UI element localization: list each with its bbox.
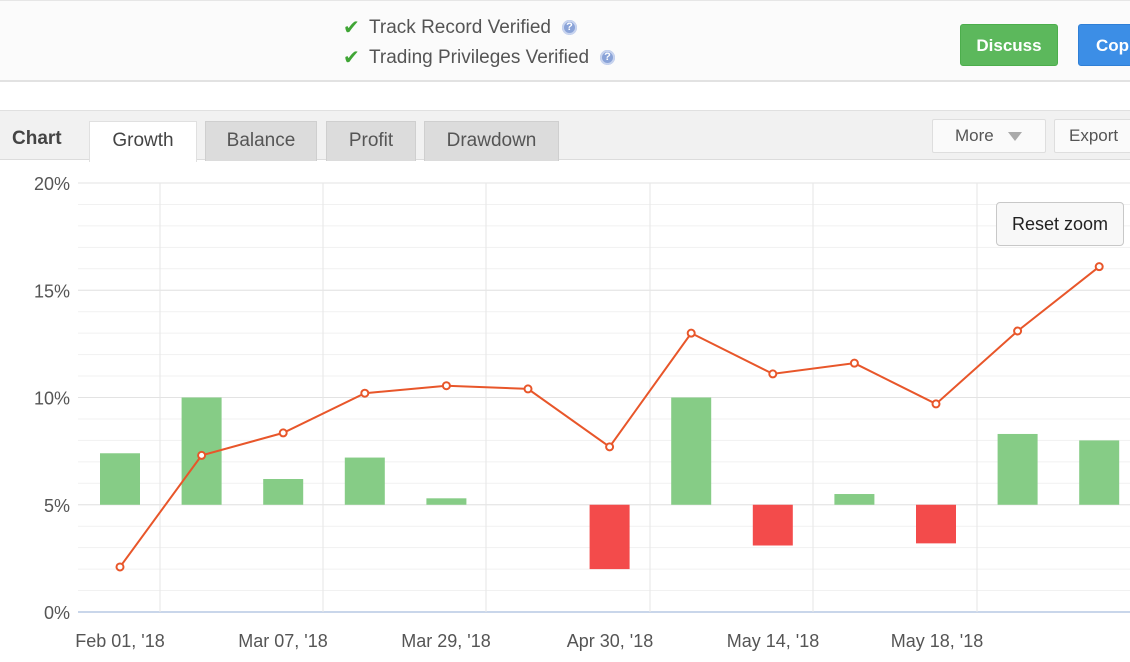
x-tick-label: Apr 30, '18: [567, 631, 654, 651]
track-record-label: Track Record Verified: [369, 16, 551, 38]
line-point: [849, 358, 859, 368]
x-tick-label: May 14, '18: [727, 631, 820, 651]
bar-positive: [834, 494, 875, 505]
chart-section-title: Chart: [12, 128, 62, 149]
line-point: [441, 381, 451, 391]
line-point: [360, 388, 370, 398]
verification-bar: ✔ Track Record Verified ? ✔ Trading Priv…: [0, 0, 1130, 82]
trading-privileges-label: Trading Privileges Verified: [369, 46, 590, 68]
bar-negative: [589, 504, 630, 570]
line-point: [605, 442, 615, 452]
trading-privileges-row: ✔ Trading Privileges Verified ?: [343, 45, 616, 70]
bar-positive: [1079, 440, 1120, 505]
help-icon[interactable]: ?: [561, 20, 577, 35]
bar-positive: [426, 498, 467, 505]
x-tick-label: Mar 07, '18: [238, 631, 327, 651]
y-tick-label: 15%: [34, 281, 70, 301]
line-point: [1094, 262, 1104, 272]
bar-positive: [100, 453, 140, 505]
export-button[interactable]: Export: [1054, 119, 1130, 153]
growth-chart[interactable]: 0% 5% 10% 15% 20% Feb 01, '18 Mar 07, '18 Mar 2…: [0, 160, 1130, 662]
x-tick-label: Mar 29, '18: [401, 631, 490, 651]
copy-button[interactable]: Cop: [1078, 24, 1130, 66]
check-icon: ✔: [343, 47, 360, 69]
x-tick-label: May 18, '18: [891, 631, 984, 651]
tab-drawdown[interactable]: Drawdown: [424, 121, 559, 161]
discuss-button[interactable]: Discuss: [960, 24, 1058, 66]
bar-positive: [344, 457, 385, 505]
bar-negative: [916, 504, 956, 544]
line-point: [768, 369, 778, 379]
line-point: [278, 428, 288, 438]
bar-negative: [752, 504, 793, 546]
bar-positive: [263, 479, 304, 505]
x-tick-label: Feb 01, '18: [75, 631, 165, 651]
line-point: [523, 384, 533, 394]
bar-positive: [997, 433, 1038, 505]
tab-profit[interactable]: Profit: [326, 121, 416, 161]
tab-balance[interactable]: Balance: [205, 121, 317, 161]
tab-growth[interactable]: Growth: [89, 121, 197, 162]
reset-zoom-button[interactable]: Reset zoom: [996, 202, 1124, 246]
y-tick-label: 10%: [34, 389, 70, 409]
check-icon: ✔: [343, 17, 360, 39]
bar-positive: [671, 397, 712, 505]
y-tick-label: 5%: [44, 496, 70, 516]
line-point: [686, 328, 696, 338]
y-tick-label: 0%: [44, 603, 70, 623]
line-point: [1013, 326, 1023, 336]
line-point: [115, 562, 125, 572]
chart-header: Chart Growth Balance Profit Drawdown Mor…: [0, 110, 1130, 162]
line-point: [197, 450, 207, 460]
more-label: More: [955, 126, 994, 145]
chevron-down-icon: [1007, 132, 1022, 142]
y-tick-label: 20%: [34, 174, 70, 194]
help-icon[interactable]: ?: [600, 50, 616, 65]
line-point: [931, 399, 941, 409]
more-dropdown[interactable]: More: [932, 119, 1046, 153]
track-record-row: ✔ Track Record Verified ?: [343, 15, 577, 40]
